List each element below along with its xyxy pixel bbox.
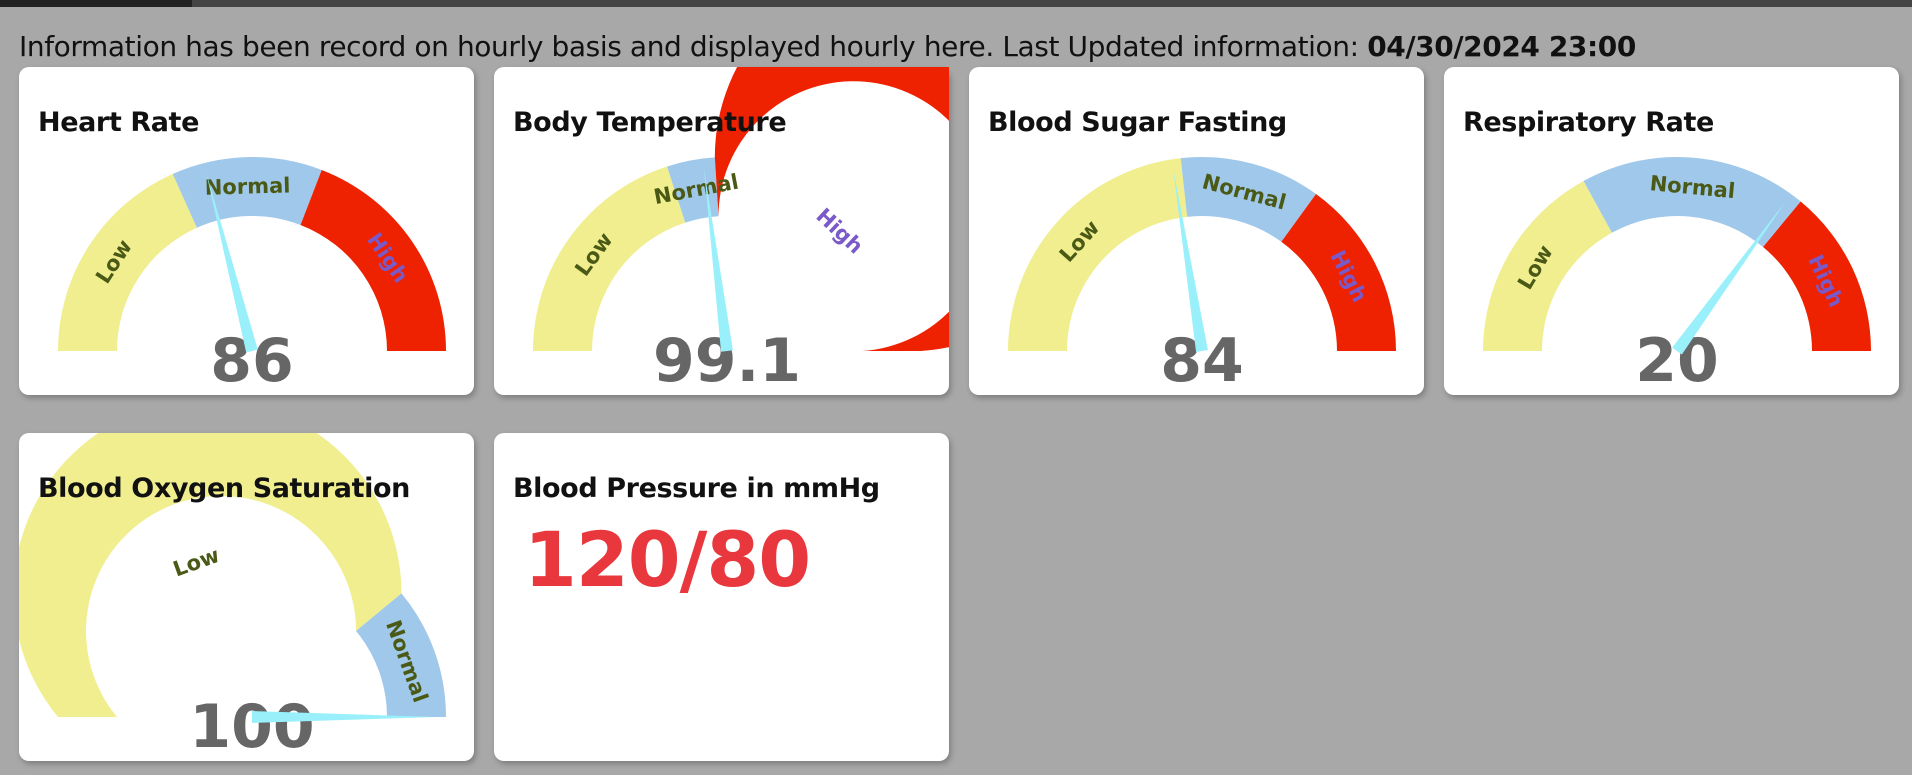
last-updated-timestamp: 04/30/2024 23:00 — [1367, 30, 1636, 63]
gauge-segment-high — [1281, 194, 1396, 351]
gauge-segment-low — [19, 433, 402, 717]
gauge-segment-normal — [1583, 157, 1801, 247]
gauge-label-high: High — [811, 204, 867, 259]
card-title: Heart Rate — [38, 107, 199, 138]
card-title: Respiratory Rate — [1463, 107, 1714, 138]
gauge-segment-low — [533, 166, 686, 351]
card-title: Blood Sugar Fasting — [988, 107, 1287, 138]
gauge-label-normal: Normal — [204, 173, 290, 199]
gauge-needle — [703, 168, 733, 352]
active-tab-indicator — [0, 0, 192, 7]
blood-pressure-card[interactable]: Blood Pressure in mmHg 120/80 — [494, 433, 949, 761]
gauge-needle — [1672, 202, 1786, 355]
gauge-value: 20 — [1635, 326, 1719, 395]
top-bar — [0, 0, 1912, 7]
gauge-segment-low — [58, 173, 197, 351]
gauge-segment-normal — [667, 157, 719, 223]
gauge-card-body-temperature[interactable]: Low Normal High 99.1 Body Temperature — [494, 67, 949, 395]
gauge-value: 100 — [189, 692, 314, 761]
gauge-segment-low — [1008, 158, 1188, 351]
card-title: Blood Oxygen Saturation — [38, 473, 410, 504]
gauge-segment-normal — [172, 157, 322, 228]
gauge-segment-normal — [356, 593, 446, 717]
gauge-needle — [1173, 169, 1208, 352]
gauge-card-respiratory-rate[interactable]: Low Normal High 20 Respiratory Rate — [1444, 67, 1899, 395]
card-title: Body Temperature — [513, 107, 787, 138]
gauge-segment-high — [300, 169, 446, 351]
gauge-label-low: Low — [170, 543, 223, 582]
gauge-card-heart-rate[interactable]: Low Normal High 86 Heart Rate — [19, 67, 474, 395]
card-title: Blood Pressure in mmHg — [513, 473, 880, 504]
gauge-needle — [252, 711, 436, 723]
info-text: Information has been record on hourly ba… — [19, 30, 1359, 63]
gauge-card-blood-oxygen-saturation[interactable]: Low Normal 100 Blood Oxygen Saturation — [19, 433, 474, 761]
gauge-segment-high — [1763, 201, 1871, 351]
last-updated-info: Information has been record on hourly ba… — [19, 30, 1636, 63]
gauge-card-blood-sugar-fasting[interactable]: Low Normal High 84 Blood Sugar Fasting — [969, 67, 1424, 395]
gauge-segment-normal — [1180, 157, 1317, 242]
gauge-segment-low — [1483, 180, 1612, 351]
blood-pressure-value: 120/80 — [524, 515, 811, 604]
gauge-segment-high — [714, 67, 949, 351]
gauge-needle — [206, 172, 258, 353]
